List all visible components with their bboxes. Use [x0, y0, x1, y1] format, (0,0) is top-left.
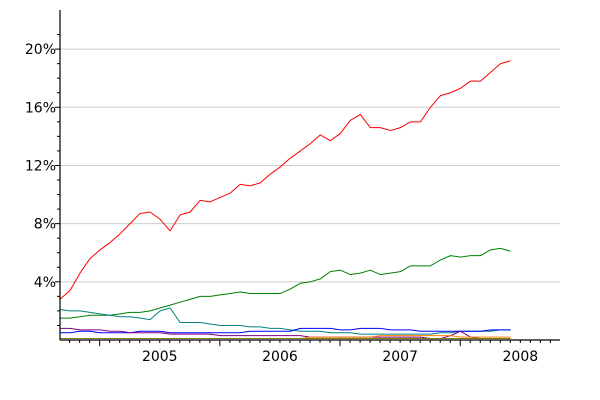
y-tick-label: 20% — [25, 42, 56, 58]
series-line-4 — [60, 327, 511, 334]
y-tick-label: 8% — [34, 217, 56, 233]
x-tick-label: 2005 — [142, 349, 178, 365]
y-tick-label: 16% — [25, 100, 56, 116]
y-tick-label: 4% — [34, 275, 56, 291]
x-tick-label: 2006 — [262, 349, 298, 365]
axes — [55, 10, 560, 346]
x-tick-label: 2007 — [382, 349, 418, 365]
series-line-3 — [59, 307, 511, 335]
grid-lines — [60, 48, 560, 283]
series-line-2 — [60, 247, 511, 319]
series-line-1 — [59, 60, 511, 300]
series-line-5 — [60, 327, 511, 340]
y-tick-label: 12% — [25, 158, 56, 174]
series-lines — [59, 60, 511, 340]
tick-labels: 4% 8% 12% 16% 20% 2005 2006 2007 2008 — [25, 42, 538, 365]
x-tick-label: 2008 — [503, 349, 539, 365]
